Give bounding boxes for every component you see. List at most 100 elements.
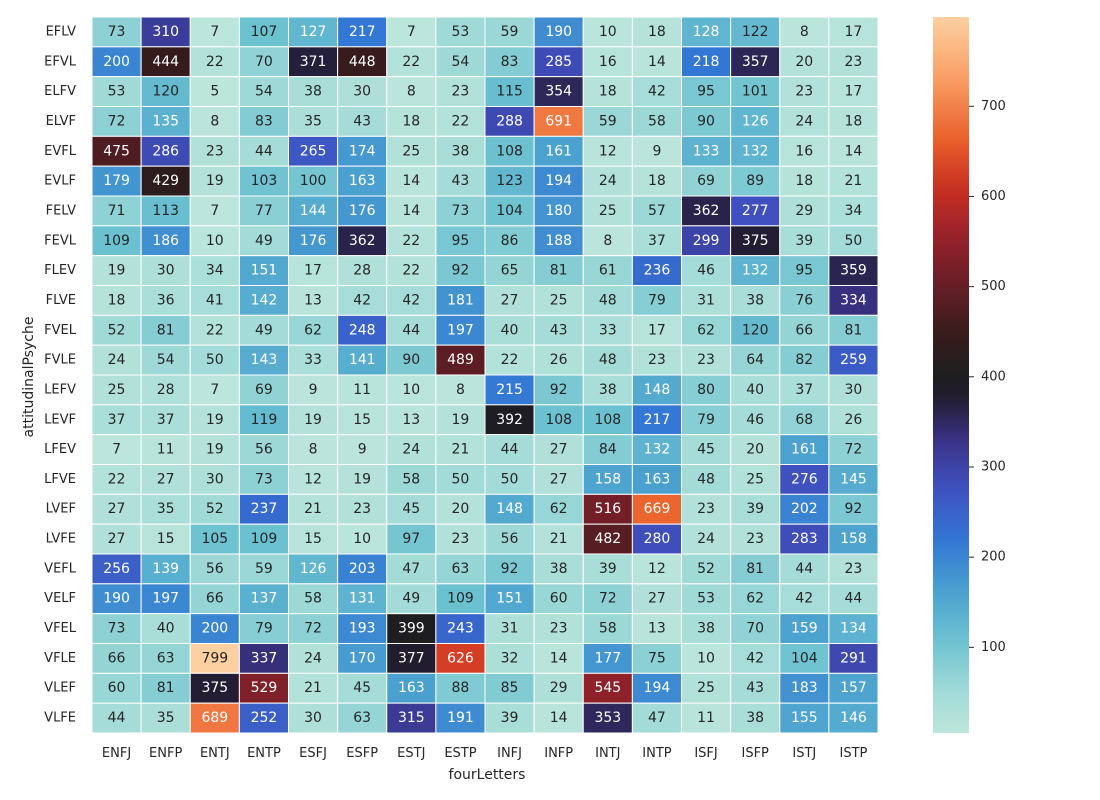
cell-value-label: 108	[545, 412, 572, 428]
heatmap-cell	[288, 672, 339, 704]
x-tick-label: ESTJ	[397, 746, 425, 761]
cell-value-label: 84	[599, 442, 617, 458]
heatmap-cell	[189, 613, 240, 644]
heatmap-cell	[779, 76, 830, 107]
heatmap-cell	[189, 106, 240, 137]
cell-value-label: 97	[402, 531, 420, 547]
cell-value-label: 23	[452, 531, 470, 547]
y-tick-label: ELVF	[46, 114, 76, 129]
heatmap-cell	[238, 285, 290, 316]
cell-value-label: 217	[644, 412, 671, 428]
cell-value-label: 92	[845, 501, 863, 517]
x-tick-label: ESFP	[346, 746, 378, 761]
cell-value-label: 22	[206, 54, 224, 70]
cell-value-label: 36	[157, 292, 175, 308]
heatmap-cell	[337, 314, 388, 346]
heatmap-cell	[189, 135, 240, 167]
cell-value-label: 161	[791, 442, 818, 458]
cell-value-label: 62	[697, 322, 715, 338]
cell-value-label: 158	[594, 471, 621, 487]
cell-value-label: 354	[545, 84, 572, 100]
cell-value-label: 12	[648, 561, 666, 577]
cell-value-label: 108	[594, 412, 621, 428]
heatmap-cell	[582, 195, 633, 227]
cell-value-label: 50	[845, 233, 863, 249]
heatmap-cell	[730, 583, 781, 615]
heatmap-cell	[730, 135, 781, 167]
heatmap-cell	[582, 46, 633, 78]
heatmap-cell	[582, 135, 633, 167]
cell-value-label: 54	[157, 352, 175, 368]
heatmap-cell	[631, 135, 683, 167]
cell-value-label: 45	[402, 501, 420, 517]
heatmap-cell	[533, 404, 584, 436]
cell-value-label: 145	[840, 471, 867, 487]
cell-value-label: 21	[550, 531, 568, 547]
cell-value-label: 489	[447, 352, 474, 368]
cell-value-label: 22	[402, 263, 420, 279]
cell-value-label: 259	[840, 352, 867, 368]
cell-value-label: 288	[496, 113, 523, 129]
cell-value-label: 22	[452, 113, 470, 129]
heatmap-cell	[386, 464, 437, 495]
cell-value-label: 669	[644, 501, 671, 517]
heatmap-cell	[828, 374, 879, 406]
heatmap-cell	[140, 46, 191, 78]
cell-value-label: 375	[742, 233, 769, 249]
cell-value-label: 202	[791, 501, 818, 517]
cell-value-label: 176	[300, 233, 327, 249]
cell-value-label: 28	[353, 263, 371, 279]
cell-value-label: 24	[108, 352, 126, 368]
cell-value-label: 188	[545, 233, 572, 249]
heatmap-cell	[533, 76, 584, 107]
heatmap-cell	[386, 374, 437, 406]
cell-value-label: 60	[108, 680, 126, 696]
heatmap-cell	[828, 642, 879, 674]
cell-value-label: 44	[795, 561, 813, 577]
y-axis-label: attitudinalPsyche	[21, 317, 37, 438]
cell-value-label: 194	[545, 173, 572, 189]
heatmap-cell	[484, 672, 535, 704]
heatmap-cell	[484, 553, 535, 585]
cell-value-label: 16	[795, 143, 813, 159]
cell-value-label: 44	[255, 143, 273, 159]
cell-value-label: 77	[255, 203, 273, 219]
cell-value-label: 299	[693, 233, 720, 249]
heatmap-cell	[140, 434, 191, 465]
y-tick-label: LFEV	[44, 442, 76, 457]
cell-value-label: 92	[452, 263, 470, 279]
cell-value-label: 285	[545, 54, 572, 70]
heatmap-cell	[779, 165, 830, 197]
heatmap-cell	[140, 195, 191, 227]
cell-value-label: 45	[353, 680, 371, 696]
heatmap-cell	[582, 672, 633, 704]
heatmap-cell	[288, 285, 339, 316]
cell-value-label: 38	[304, 84, 322, 100]
cell-value-label: 20	[795, 54, 813, 70]
heatmap-cell	[730, 374, 781, 406]
heatmap-cell	[189, 285, 240, 316]
heatmap-cell	[681, 434, 732, 465]
cell-value-label: 85	[501, 680, 519, 696]
heatmap-cell	[91, 285, 142, 316]
heatmap-cell	[337, 225, 388, 257]
heatmap-cell	[779, 642, 830, 674]
cell-value-label: 13	[402, 412, 420, 428]
heatmap-cell	[533, 672, 584, 704]
heatmap-cell	[140, 106, 191, 137]
cell-value-label: 22	[108, 471, 126, 487]
x-tick-label: ISTP	[840, 746, 868, 761]
heatmap-cell	[435, 434, 486, 465]
cell-value-label: 88	[452, 680, 470, 696]
cell-value-label: 57	[648, 203, 666, 219]
cell-value-label: 107	[251, 24, 278, 40]
x-tick-labels: ENFJ ENFP ENTJ ENTP ESFJ ESFP ESTJ ESTP INFJ INFP…	[102, 746, 868, 761]
heatmap-cell	[435, 225, 486, 257]
heatmap-cell	[386, 613, 437, 644]
cell-value-label: 203	[349, 561, 376, 577]
heatmap-cell	[337, 255, 388, 286]
heatmap-cell	[484, 195, 535, 227]
cell-value-label: 50	[206, 352, 224, 368]
heatmap-cell	[681, 106, 732, 137]
cell-value-label: 146	[840, 710, 867, 726]
